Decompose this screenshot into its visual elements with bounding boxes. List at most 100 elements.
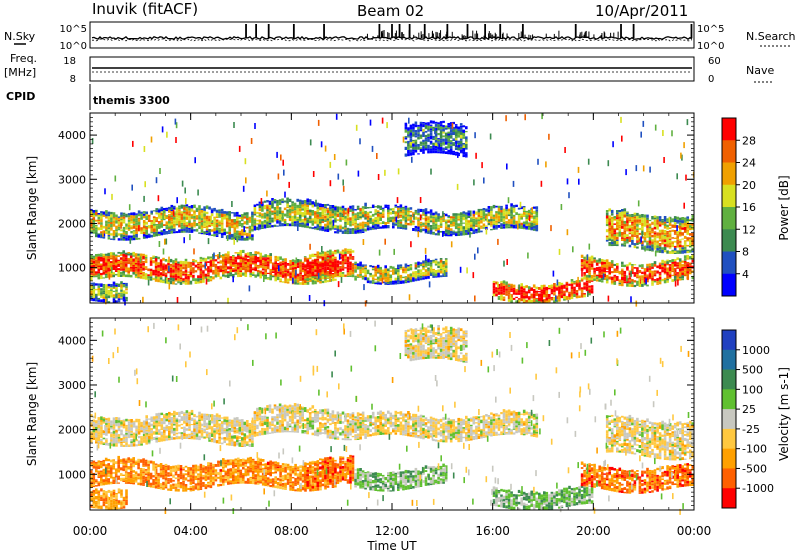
heatmap-cell — [291, 225, 294, 227]
heatmap-cell — [591, 256, 594, 260]
heatmap-cell — [347, 276, 350, 277]
heatmap-cell — [110, 263, 113, 265]
heatmap-cell — [245, 267, 248, 269]
heatmap-cell — [202, 280, 205, 283]
heatmap-cell — [309, 265, 312, 268]
heatmap-cell — [452, 140, 455, 141]
heatmap-cell — [395, 278, 398, 281]
heatmap-cell — [103, 263, 106, 266]
heatmap-cell — [606, 281, 609, 284]
heatmap-cell — [271, 214, 274, 216]
heatmap-cell — [162, 270, 165, 273]
heatmap-cell — [344, 219, 347, 222]
heatmap-cell — [558, 287, 561, 291]
heatmap-cell — [170, 273, 173, 276]
heatmap-cell — [463, 226, 466, 229]
heatmap-cell — [349, 254, 352, 256]
heatmap-cell — [138, 218, 141, 219]
heatmap-cell — [614, 228, 617, 229]
heatmap-cell — [636, 301, 638, 307]
heatmap-cell — [548, 299, 551, 302]
heatmap-cell — [218, 233, 221, 235]
heatmap-cell — [207, 261, 210, 263]
heatmap-cell — [100, 290, 103, 292]
heatmap-cell — [221, 223, 224, 225]
heatmap-cell — [122, 268, 125, 271]
heatmap-cell — [137, 266, 140, 269]
heatmap-cell — [591, 290, 594, 293]
heatmap-cell — [294, 219, 297, 222]
heatmap-cell — [463, 232, 466, 236]
heatmap-cell — [593, 273, 596, 275]
heatmap-cell — [354, 209, 357, 210]
heatmap-cell — [110, 284, 113, 286]
heatmap-cell — [510, 227, 513, 229]
heatmap-cell — [437, 138, 440, 139]
heatmap-cell — [157, 271, 160, 274]
heatmap-cell — [276, 219, 279, 220]
heatmap-cell — [649, 244, 652, 246]
heatmap-cell — [103, 475, 106, 477]
heatmap-cell — [432, 143, 435, 146]
heatmap-cell — [93, 265, 96, 267]
heatmap-cell — [422, 225, 425, 227]
heatmap-cell — [203, 217, 206, 220]
heatmap-cell — [468, 213, 471, 216]
heatmap-cell — [415, 145, 418, 147]
heatmap-cell — [145, 266, 148, 267]
heatmap-cell — [319, 203, 322, 205]
heatmap-cell — [217, 266, 220, 269]
heatmap-cell — [626, 226, 629, 228]
heatmap-cell — [374, 283, 377, 285]
heatmap-cell — [671, 259, 674, 262]
heatmap-cell — [651, 278, 654, 281]
heatmap-cell — [488, 212, 491, 213]
heatmap-cell — [558, 294, 561, 297]
heatmap-cell — [649, 228, 652, 230]
heatmap-cell — [245, 274, 248, 278]
heatmap-cell — [413, 214, 415, 220]
heatmap-cell — [608, 267, 611, 268]
heatmap-cell — [548, 134, 550, 140]
heatmap-cell — [130, 269, 133, 272]
heatmap-cell — [382, 118, 384, 124]
heatmap-cell — [435, 217, 438, 219]
heatmap-cell — [249, 270, 252, 273]
heatmap-cell — [337, 212, 340, 214]
heatmap-cell — [342, 261, 345, 264]
heatmap-cell — [237, 273, 240, 275]
heatmap-cell — [379, 216, 382, 218]
heatmap-cell — [417, 125, 420, 127]
heatmap-cell — [410, 215, 413, 217]
heatmap-cell — [301, 208, 304, 210]
heatmap-cell — [621, 280, 624, 283]
heatmap-cell — [679, 239, 682, 241]
heatmap-cell — [160, 277, 163, 280]
heatmap-cell — [205, 277, 208, 279]
heatmap-cell — [327, 210, 330, 213]
heatmap-cell — [520, 214, 523, 216]
heatmap-cell — [606, 222, 609, 224]
heatmap-cell — [190, 264, 193, 265]
heatmap-cell — [125, 268, 128, 270]
heatmap-cell — [684, 245, 687, 247]
heatmap-cell — [681, 266, 684, 267]
heatmap-cell — [654, 234, 657, 237]
heatmap-cell — [192, 262, 195, 265]
heatmap-cell — [93, 288, 96, 289]
heatmap-cell — [140, 264, 143, 265]
heatmap-cell — [206, 216, 209, 219]
heatmap-cell — [417, 278, 420, 281]
heatmap-cell — [525, 214, 528, 215]
heatmap-cell — [145, 233, 148, 235]
heatmap-cell — [112, 252, 115, 255]
heatmap-cell — [377, 268, 380, 269]
heatmap-cell — [651, 275, 654, 278]
heatmap-cell — [130, 236, 133, 238]
heatmap-cell — [681, 272, 684, 275]
heatmap-cell — [254, 275, 257, 278]
heatmap-cell — [412, 133, 415, 136]
heatmap-cell — [619, 271, 622, 275]
heatmap-cell — [611, 263, 614, 266]
heatmap-cell — [384, 282, 387, 285]
